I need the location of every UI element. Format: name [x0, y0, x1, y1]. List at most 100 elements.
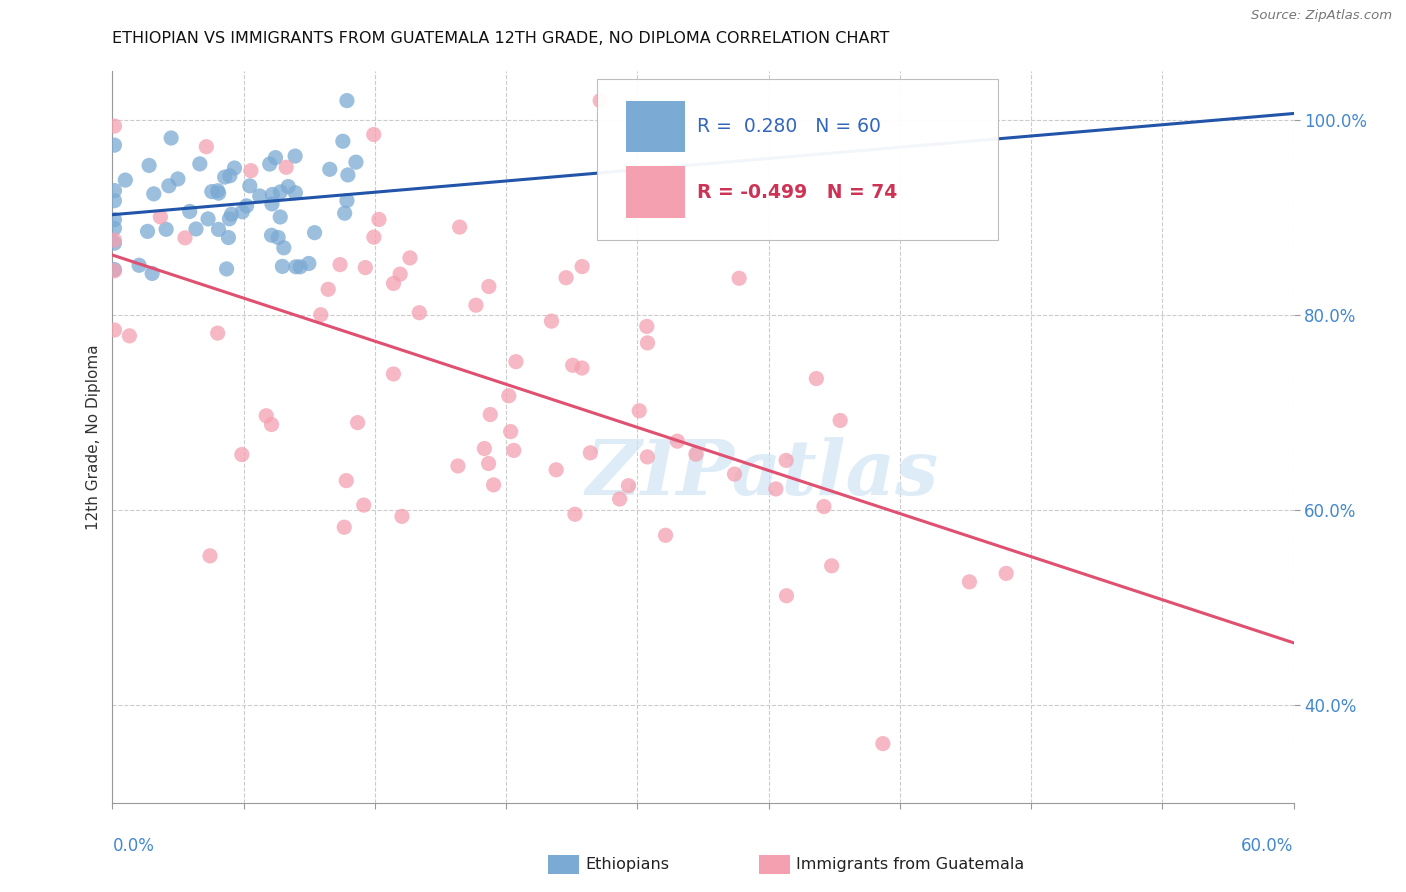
- Point: [184, 222, 207, 236]
- Point: [188, 157, 211, 171]
- Point: [103, 184, 125, 198]
- Point: [260, 197, 283, 211]
- Point: [103, 138, 125, 153]
- Point: [546, 463, 568, 477]
- Point: [103, 236, 125, 251]
- Point: [298, 256, 321, 270]
- Point: [498, 389, 520, 403]
- Point: [207, 326, 229, 340]
- Point: [103, 323, 125, 337]
- Point: [555, 270, 578, 285]
- Point: [765, 482, 787, 496]
- Point: [103, 221, 125, 235]
- Point: [249, 189, 271, 203]
- Point: [957, 574, 980, 589]
- Point: [636, 319, 658, 334]
- Point: [363, 128, 385, 142]
- Point: [103, 194, 125, 208]
- Point: [259, 157, 281, 171]
- Y-axis label: 12th Grade, No Diploma: 12th Grade, No Diploma: [86, 344, 101, 530]
- Point: [353, 498, 375, 512]
- Point: [478, 279, 501, 293]
- Point: [499, 425, 522, 439]
- Point: [174, 231, 197, 245]
- Point: [304, 226, 326, 240]
- Point: [628, 403, 651, 417]
- Text: ETHIOPIAN VS IMMIGRANTS FROM GUATEMALA 12TH GRADE, NO DIPLOMA CORRELATION CHART: ETHIOPIAN VS IMMIGRANTS FROM GUATEMALA 1…: [112, 31, 890, 46]
- Point: [617, 478, 640, 492]
- Text: ZIPatlas: ZIPatlas: [585, 437, 939, 510]
- Point: [775, 589, 797, 603]
- Point: [995, 566, 1018, 581]
- Point: [685, 447, 707, 461]
- Point: [221, 207, 243, 221]
- Point: [399, 251, 422, 265]
- Point: [269, 210, 291, 224]
- Bar: [626, 167, 685, 218]
- Point: [636, 450, 658, 464]
- Point: [155, 222, 177, 236]
- Point: [103, 119, 125, 133]
- Point: [103, 233, 125, 247]
- Point: [336, 194, 359, 208]
- Point: [382, 277, 405, 291]
- Text: R = -0.499   N = 74: R = -0.499 N = 74: [697, 183, 897, 202]
- Point: [214, 170, 236, 185]
- Point: [609, 491, 631, 506]
- Point: [284, 260, 307, 274]
- Point: [363, 230, 385, 244]
- Point: [195, 139, 218, 153]
- Point: [391, 509, 413, 524]
- Point: [231, 204, 253, 219]
- Point: [269, 185, 291, 199]
- Point: [157, 178, 180, 193]
- Point: [654, 528, 676, 542]
- Point: [571, 260, 593, 274]
- Point: [561, 358, 583, 372]
- Point: [319, 162, 342, 177]
- Point: [666, 434, 689, 449]
- Point: [201, 185, 224, 199]
- Point: [179, 204, 201, 219]
- Point: [224, 161, 246, 175]
- Point: [114, 173, 136, 187]
- Point: [264, 151, 287, 165]
- Point: [215, 261, 238, 276]
- Point: [368, 212, 391, 227]
- Text: Source: ZipAtlas.com: Source: ZipAtlas.com: [1251, 9, 1392, 22]
- Point: [118, 328, 141, 343]
- Point: [207, 222, 229, 236]
- Point: [332, 134, 354, 148]
- Point: [354, 260, 377, 275]
- Point: [235, 199, 257, 213]
- Point: [316, 282, 339, 296]
- Point: [284, 186, 307, 200]
- Point: [207, 184, 229, 198]
- Point: [239, 163, 262, 178]
- Point: [198, 549, 221, 563]
- Point: [806, 371, 828, 385]
- Point: [141, 267, 163, 281]
- Point: [218, 211, 240, 226]
- Point: [136, 224, 159, 238]
- Point: [239, 178, 262, 193]
- Point: [505, 354, 527, 368]
- Point: [254, 409, 277, 423]
- Point: [502, 443, 524, 458]
- Point: [128, 258, 150, 272]
- Point: [160, 131, 183, 145]
- Point: [813, 500, 835, 514]
- Text: R =  0.280   N = 60: R = 0.280 N = 60: [697, 117, 882, 136]
- Point: [723, 467, 745, 481]
- Point: [344, 155, 367, 169]
- Bar: [626, 101, 685, 152]
- Point: [336, 94, 359, 108]
- Point: [260, 228, 283, 243]
- Point: [309, 308, 332, 322]
- Point: [267, 230, 290, 244]
- Point: [382, 367, 405, 381]
- Text: 0.0%: 0.0%: [112, 837, 155, 855]
- Point: [346, 416, 368, 430]
- Point: [482, 478, 505, 492]
- Text: Immigrants from Guatemala: Immigrants from Guatemala: [796, 857, 1024, 871]
